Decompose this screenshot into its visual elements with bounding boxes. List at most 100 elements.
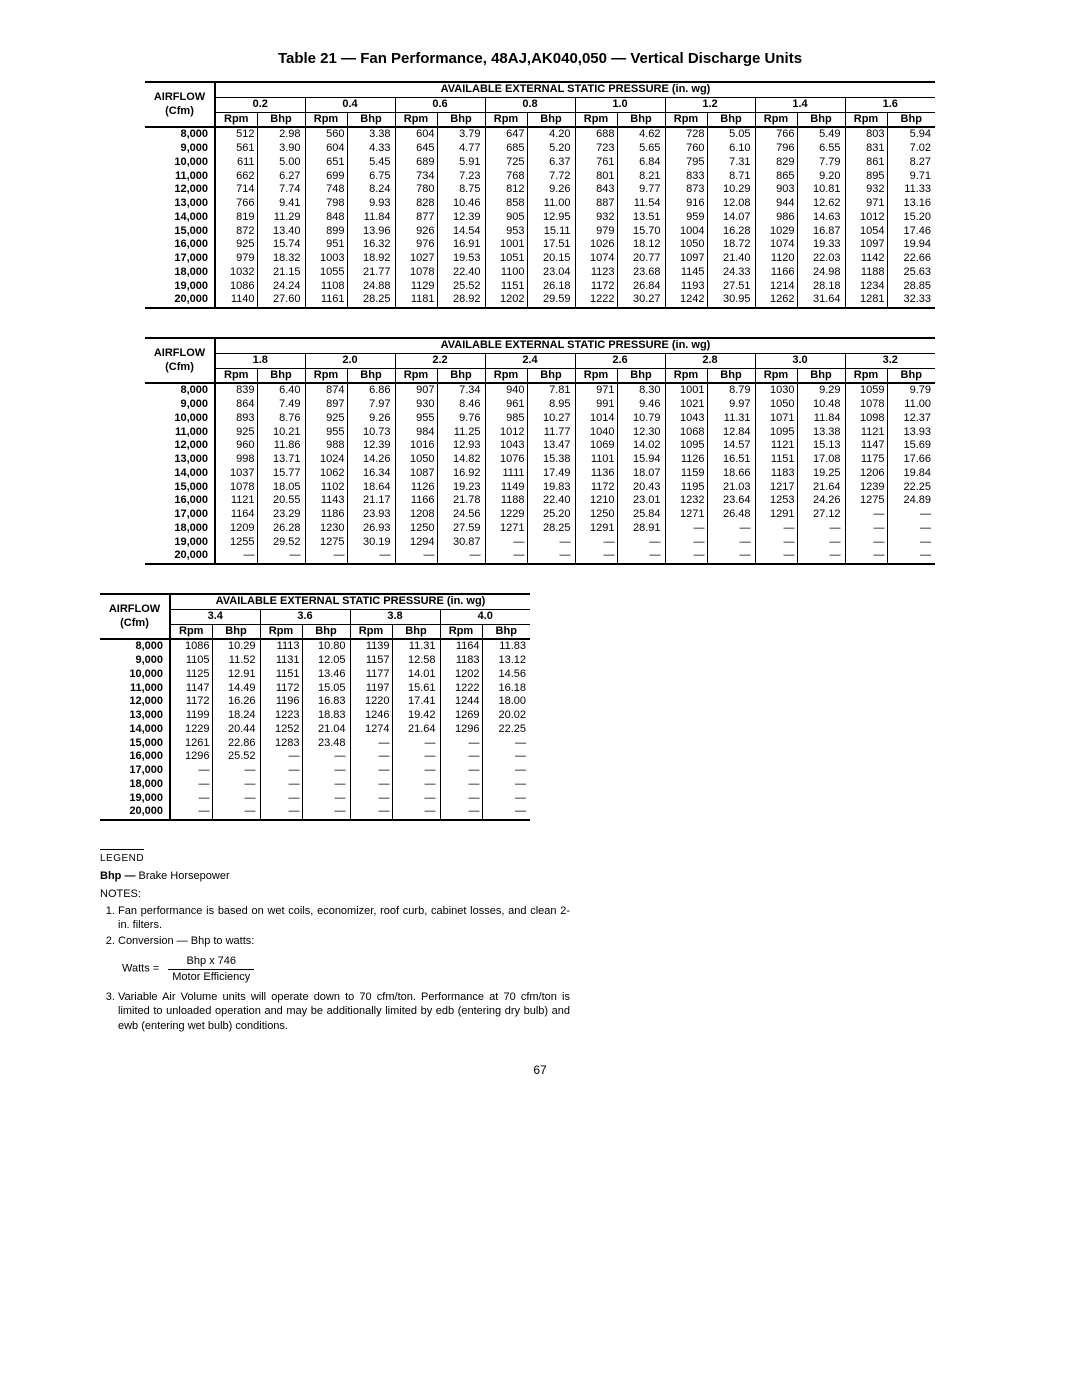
rpm-cell: — [440, 737, 482, 751]
bhp-cell: 25.52 [437, 280, 485, 294]
pressure-col: 0.6 [395, 97, 485, 112]
rpm-cell: 998 [215, 453, 257, 467]
bhp-header: Bhp [257, 368, 305, 383]
airflow-cell: 11,000 [145, 426, 215, 440]
bhp-cell: — [482, 764, 530, 778]
bhp-cell: 7.31 [707, 156, 755, 170]
bhp-cell: — [302, 778, 350, 792]
pressure-col: 4.0 [440, 609, 530, 624]
pressure-col: 1.8 [215, 353, 305, 368]
rpm-cell: 761 [575, 156, 617, 170]
rpm-cell: 979 [575, 225, 617, 239]
bhp-cell: 4.33 [347, 142, 395, 156]
bhp-cell: 16.28 [707, 225, 755, 239]
rpm-cell: 1095 [665, 439, 707, 453]
bhp-cell: 9.76 [437, 412, 485, 426]
rpm-cell: 1281 [845, 293, 887, 308]
bhp-cell: 28.18 [797, 280, 845, 294]
pressure-col: 3.8 [350, 609, 440, 624]
rpm-cell: 1059 [845, 383, 887, 398]
rpm-cell: — [485, 549, 527, 564]
bhp-cell: 9.79 [887, 383, 935, 398]
bhp-cell: 7.02 [887, 142, 935, 156]
bhp-cell: — [392, 737, 440, 751]
table-row: 19,000———————— [100, 792, 530, 806]
page-number: 67 [60, 1063, 1020, 1077]
rpm-cell: 1222 [440, 682, 482, 696]
bhp-cell: 13.38 [797, 426, 845, 440]
rpm-cell: 1172 [575, 280, 617, 294]
airflow-cell: 19,000 [100, 792, 170, 806]
watts-equals: Watts = [122, 963, 159, 975]
rpm-cell: — [755, 549, 797, 564]
bhp-cell: 18.66 [707, 467, 755, 481]
airflow-cell: 17,000 [100, 764, 170, 778]
rpm-cell: 1197 [350, 682, 392, 696]
bhp-cell: 6.37 [527, 156, 575, 170]
bhp-cell: 3.38 [347, 127, 395, 142]
pressure-col: 2.0 [305, 353, 395, 368]
rpm-cell: 1283 [260, 737, 302, 751]
rpm-cell: 1275 [845, 494, 887, 508]
airflow-cell: 13,000 [145, 453, 215, 467]
airflow-cell: 8,000 [145, 383, 215, 398]
note-2: Conversion — Bhp to watts: Watts = Bhp x… [118, 934, 570, 984]
bhp-header: Bhp [617, 368, 665, 383]
bhp-cell: 3.79 [437, 127, 485, 142]
table-row: 17,00097918.32100318.92102719.53105120.1… [145, 252, 935, 266]
rpm-cell: 897 [305, 398, 347, 412]
rpm-cell: 1274 [350, 723, 392, 737]
rpm-cell: — [260, 805, 302, 820]
bhp-cell: — [527, 536, 575, 550]
bhp-cell: 21.77 [347, 266, 395, 280]
rpm-header: Rpm [215, 112, 257, 127]
bhp-cell: — [482, 792, 530, 806]
rpm-cell: 1026 [575, 238, 617, 252]
table-row: 9,0005613.906044.336454.776855.207235.65… [145, 142, 935, 156]
rpm-cell: 1296 [170, 750, 212, 764]
bhp-cell: 22.40 [437, 266, 485, 280]
bhp-cell: 26.93 [347, 522, 395, 536]
airflow-cell: 20,000 [100, 805, 170, 820]
table-row: 13,000119918.24122318.83124619.42126920.… [100, 709, 530, 723]
rpm-cell: 685 [485, 142, 527, 156]
bhp-cell: 19.83 [527, 481, 575, 495]
rpm-cell: 1164 [215, 508, 257, 522]
fan-performance-table: AIRFLOW(Cfm)AVAILABLE EXTERNAL STATIC PR… [100, 593, 530, 821]
bhp-cell: 16.32 [347, 238, 395, 252]
rpm-cell: — [395, 549, 437, 564]
bhp-cell: 4.20 [527, 127, 575, 142]
bhp-cell: 12.37 [887, 412, 935, 426]
rpm-cell: 1126 [665, 453, 707, 467]
rpm-cell: 1123 [575, 266, 617, 280]
bhp-cell: 19.23 [437, 481, 485, 495]
bhp-header: Bhp [212, 624, 260, 639]
rpm-header: Rpm [485, 112, 527, 127]
table-row: 20,000———————————————— [145, 549, 935, 564]
rpm-cell: 944 [755, 197, 797, 211]
bhp-cell: — [302, 805, 350, 820]
bhp-cell: 29.59 [527, 293, 575, 308]
pressure-col: 3.0 [755, 353, 845, 368]
rpm-cell: 1120 [755, 252, 797, 266]
table-row: 13,0007669.417989.9382810.4685811.008871… [145, 197, 935, 211]
rpm-cell: — [755, 536, 797, 550]
bhp-cell: 7.81 [527, 383, 575, 398]
rpm-cell: 843 [575, 183, 617, 197]
rpm-cell: 848 [305, 211, 347, 225]
rpm-cell: 955 [395, 412, 437, 426]
rpm-cell: — [215, 549, 257, 564]
bhp-cell: 16.34 [347, 467, 395, 481]
bhp-cell: 18.72 [707, 238, 755, 252]
table-row: 10,000112512.91115113.46117714.01120214.… [100, 668, 530, 682]
pressure-col: 2.2 [395, 353, 485, 368]
bhp-cell: 20.44 [212, 723, 260, 737]
airflow-cell: 14,000 [100, 723, 170, 737]
bhp-cell: 10.29 [212, 639, 260, 654]
bhp-cell: 30.95 [707, 293, 755, 308]
airflow-cell: 8,000 [100, 639, 170, 654]
bhp-cell: 17.51 [527, 238, 575, 252]
bhp-cell: 8.30 [617, 383, 665, 398]
rpm-cell: 1214 [755, 280, 797, 294]
rpm-cell: 604 [305, 142, 347, 156]
